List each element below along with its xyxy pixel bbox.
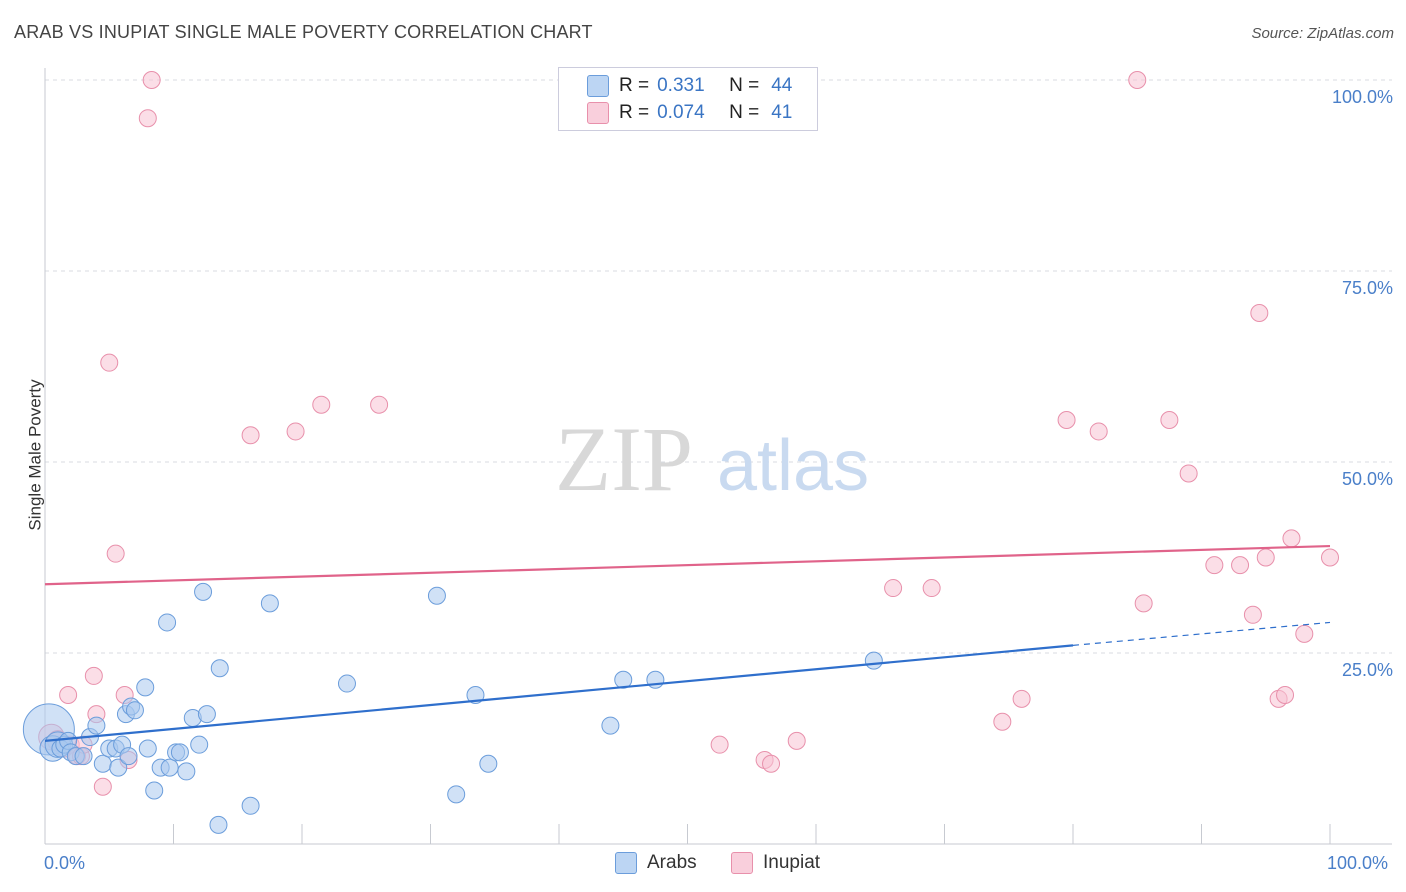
arabs-point [93, 754, 112, 773]
arabs-point [209, 815, 228, 834]
watermark: ZIP atlas [555, 408, 869, 510]
inupiat-point [1231, 556, 1250, 575]
arabs-point [260, 594, 279, 613]
arabs-point [337, 674, 356, 693]
chart-title: ARAB VS INUPIAT SINGLE MALE POVERTY CORR… [14, 22, 593, 42]
inupiat-point [993, 712, 1012, 731]
inupiat-point [93, 777, 112, 796]
inupiat-point [787, 731, 806, 750]
y-tick-label: 50.0% [1341, 469, 1393, 489]
legend-n-label: N = [729, 102, 760, 123]
inupiat-point [1282, 529, 1301, 548]
inupiat-point [1057, 410, 1076, 429]
arabs-points [22, 582, 883, 834]
legend-n-label: N = [729, 75, 760, 96]
inupiat-point [1321, 548, 1339, 567]
inupiat-point [370, 395, 389, 414]
inupiat-point [1205, 556, 1224, 575]
inupiat-point [762, 754, 781, 773]
inupiat-trend-line [44, 544, 1331, 586]
legend-r-label: R = [619, 75, 650, 96]
y-tick-label: 100.0% [1331, 87, 1393, 107]
inupiat-point [1243, 605, 1262, 624]
x-tick-max: 100.0% [1327, 853, 1389, 873]
arabs-point [447, 785, 466, 804]
arabs-point [87, 716, 106, 735]
inupiat-point [1250, 304, 1269, 323]
arabs-point [479, 754, 498, 773]
arabs-point [74, 747, 93, 766]
inupiat-point [312, 395, 331, 414]
arabs-point [158, 613, 177, 632]
inupiat-point [100, 353, 119, 372]
inupiat-point [1012, 689, 1031, 708]
inupiat-legend-label: Inupiat [763, 852, 821, 873]
arabs-point [138, 739, 157, 758]
arabs-point [145, 781, 164, 800]
arabs-point [190, 735, 209, 754]
inupiat-point [241, 426, 260, 445]
inupiat-swatch [587, 102, 609, 124]
arabs-point [427, 586, 446, 605]
arabs-point [194, 582, 213, 601]
inupiat-point [1295, 624, 1314, 643]
arabs-legend-label: Arabs [647, 852, 697, 873]
inupiat-point [1089, 422, 1108, 441]
legend-n-value: 44 [771, 75, 793, 96]
arabs-point [210, 659, 229, 678]
series-legend-arabs[interactable]: Arabs [615, 852, 697, 874]
arabs-trend-line [44, 644, 1074, 742]
arabs-point [241, 796, 260, 815]
inupiat-point [1160, 410, 1179, 429]
inupiat-point [1256, 548, 1275, 567]
inupiat-point [1179, 464, 1198, 483]
arabs-point [119, 747, 138, 766]
axes [44, 68, 1392, 845]
watermark-zip: ZIP [555, 408, 693, 510]
inupiat-point [59, 686, 78, 705]
legend-r-value: 0.331 [657, 75, 705, 96]
arabs-point [197, 705, 216, 724]
inupiat-point [922, 579, 941, 598]
arabs-swatch [587, 75, 609, 97]
inupiat-legend-swatch [731, 852, 753, 874]
arabs-point [125, 701, 144, 720]
source-label: Source: ZipAtlas.com [1251, 25, 1394, 42]
trend-lines [44, 544, 1331, 742]
legend-n-value: 41 [771, 102, 793, 123]
arabs-point [601, 716, 620, 735]
inupiat-point [84, 666, 103, 685]
correlation-legend: R = 0.331 N = 44 R = 0.074 N = 41 [558, 67, 818, 131]
y-tick-label: 75.0% [1341, 278, 1393, 298]
arabs-point [177, 762, 196, 781]
inupiat-point [138, 109, 157, 128]
watermark-atlas: atlas [717, 426, 869, 506]
arabs-point [466, 686, 485, 705]
x-tick-min: 0.0% [44, 853, 86, 873]
legend-row-arabs: R = 0.331 N = 44 [587, 74, 792, 98]
legend-r-label: R = [619, 102, 650, 123]
arabs-point [136, 678, 155, 697]
series-legend-inupiat[interactable]: Inupiat [731, 852, 820, 874]
arabs-point [170, 743, 189, 762]
legend-r-value: 0.074 [657, 102, 705, 123]
arabs-legend-swatch [615, 852, 637, 874]
y-tick-label: 25.0% [1341, 660, 1393, 680]
inupiat-point [1276, 686, 1295, 705]
inupiat-point [1134, 594, 1153, 613]
inupiat-point [142, 71, 161, 89]
legend-row-inupiat: R = 0.074 N = 41 [587, 101, 792, 125]
arabs-point [864, 651, 883, 670]
inupiat-point [286, 422, 305, 441]
grid-lines [45, 79, 1392, 654]
inupiat-point [1128, 71, 1147, 89]
arabs-point [109, 758, 128, 777]
inupiat-point [710, 735, 729, 754]
inupiat-point [106, 544, 125, 563]
arabs-trend-extension [1072, 621, 1331, 646]
arabs-point [160, 758, 179, 777]
inupiat-point [884, 579, 903, 598]
